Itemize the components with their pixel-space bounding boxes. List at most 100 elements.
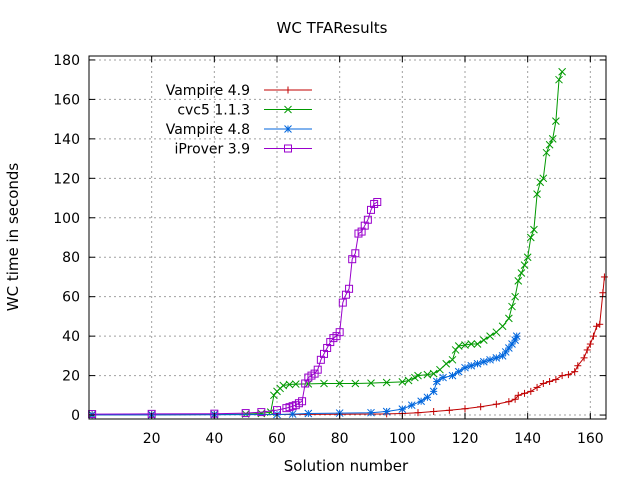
data-point	[451, 346, 460, 354]
y-tick-label: 140	[53, 132, 80, 148]
data-point	[417, 397, 425, 406]
data-point	[313, 365, 322, 374]
data-point	[382, 378, 391, 387]
data-point	[429, 387, 438, 396]
y-tick-label: 160	[53, 92, 80, 108]
data-point	[320, 379, 328, 388]
data-point	[461, 405, 469, 413]
data-point	[423, 393, 432, 402]
data-point	[520, 261, 529, 269]
data-point	[279, 381, 288, 390]
data-point	[512, 332, 521, 340]
data-point	[432, 377, 441, 386]
data-point	[241, 409, 250, 418]
x-axis-label: Solution number	[284, 457, 409, 475]
series-line	[92, 201, 378, 415]
y-tick-label: 60	[62, 290, 80, 306]
data-point	[367, 408, 375, 417]
data-point	[291, 380, 300, 388]
series-1	[88, 67, 566, 419]
data-point	[508, 340, 516, 348]
series-0	[88, 273, 608, 419]
data-point	[599, 289, 607, 297]
data-point	[539, 379, 547, 387]
legend-label: iProver 3.9	[175, 142, 250, 158]
data-point	[558, 67, 566, 76]
data-point	[448, 355, 457, 364]
data-point	[363, 215, 372, 224]
data-point	[552, 376, 560, 384]
data-point	[530, 225, 538, 234]
data-point	[521, 389, 529, 397]
legend: Vampire 4.9 cvc5 1.1.3 Vampire 4.8 iProver …	[166, 83, 312, 158]
data-point	[335, 379, 344, 388]
data-point	[586, 340, 594, 348]
data-point	[335, 328, 344, 337]
data-point	[558, 372, 566, 380]
series-3	[88, 197, 382, 419]
legend-marker	[284, 125, 292, 133]
data-point	[517, 269, 526, 277]
data-point	[511, 395, 519, 403]
x-tick-label: 60	[268, 431, 286, 447]
x-tick-label: 160	[577, 431, 604, 447]
data-point	[580, 354, 588, 362]
series-layer	[88, 67, 608, 419]
legend-marker	[284, 144, 292, 153]
data-point	[571, 368, 579, 376]
data-point	[338, 298, 347, 307]
data-point	[414, 409, 422, 417]
data-point	[492, 400, 500, 408]
data-point	[479, 357, 488, 366]
data-point	[298, 397, 307, 406]
data-point	[454, 342, 463, 350]
data-point	[414, 371, 422, 380]
data-point	[539, 174, 548, 183]
data-point	[505, 344, 513, 352]
data-point	[498, 322, 507, 331]
data-point	[542, 148, 551, 157]
legend-label: Vampire 4.9	[166, 83, 250, 99]
data-point	[548, 135, 557, 143]
data-point	[270, 391, 278, 400]
data-point	[574, 362, 582, 370]
data-point	[505, 398, 513, 406]
data-point	[479, 336, 488, 344]
data-point	[546, 378, 554, 386]
data-point	[536, 178, 545, 187]
data-point	[257, 408, 266, 417]
legend-marker	[284, 105, 292, 114]
y-tick-label: 120	[53, 171, 80, 187]
series-line	[92, 276, 605, 416]
y-tick-label: 180	[53, 53, 80, 69]
data-point	[448, 371, 457, 380]
data-point	[514, 391, 522, 399]
data-point	[527, 387, 535, 395]
series-line	[92, 71, 563, 416]
legend-label: Vampire 4.8	[166, 122, 250, 138]
data-point	[351, 379, 360, 388]
data-point	[545, 140, 554, 149]
x-tick-label: 80	[331, 431, 349, 447]
gridlines	[89, 56, 606, 419]
data-point	[486, 355, 494, 364]
data-point	[351, 249, 360, 258]
x-tick-label: 140	[514, 431, 541, 447]
legend-label: cvc5 1.1.3	[177, 103, 250, 119]
data-point	[564, 371, 572, 379]
data-point	[423, 370, 432, 379]
data-point	[526, 233, 535, 242]
data-point	[514, 277, 523, 285]
data-point	[304, 409, 313, 418]
data-point	[407, 401, 416, 410]
data-point	[398, 378, 407, 386]
data-point	[555, 75, 563, 84]
data-point	[367, 379, 375, 387]
data-point	[600, 273, 608, 281]
data-point	[523, 253, 532, 262]
legend-marker	[284, 86, 292, 94]
data-point	[382, 407, 391, 416]
data-point	[508, 302, 516, 311]
data-point	[589, 332, 597, 340]
